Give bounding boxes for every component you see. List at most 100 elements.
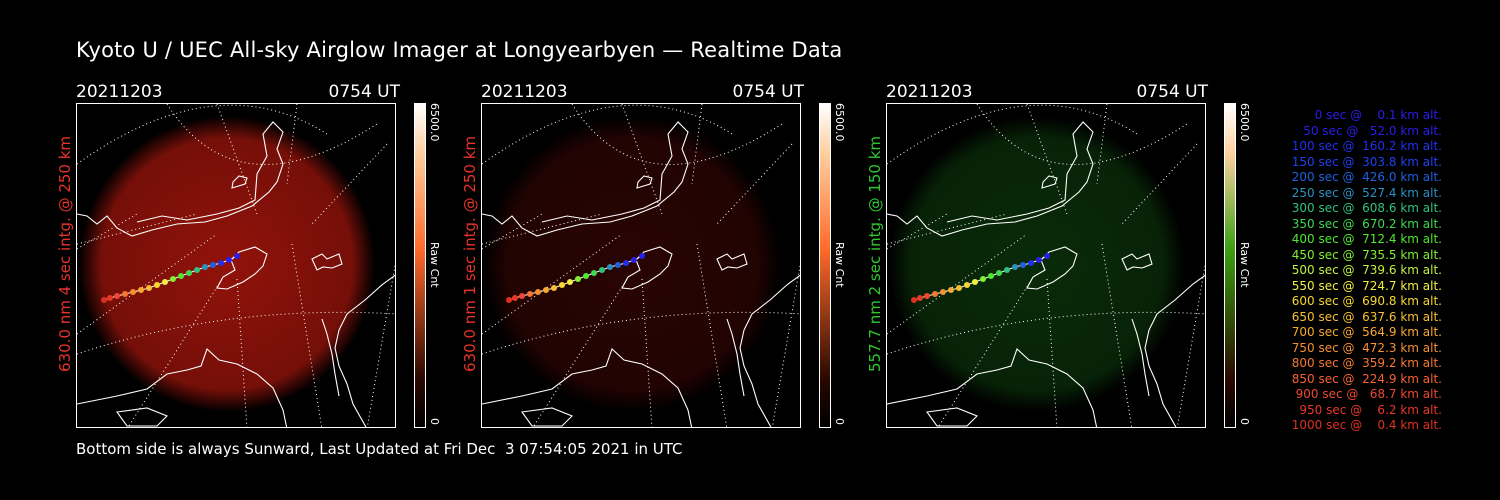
trajectory-point [631, 257, 637, 263]
trajectory-point [1044, 253, 1050, 259]
trajectory-point [122, 291, 128, 297]
panel-2-ylabel: 630.0 nm 1 sec intg. @ 250 km [461, 135, 479, 372]
legend-row: 450 sec @ 735.5 km alt. [1291, 247, 1442, 262]
legend-row: 800 sec @ 359.2 km alt. [1291, 356, 1442, 370]
panel-3-date: 20211203 [886, 82, 973, 102]
trajectory-point [1020, 262, 1026, 268]
trajectory-point [575, 276, 581, 282]
trajectory-point [932, 291, 938, 297]
panel-2-map-image[interactable] [481, 103, 801, 428]
trajectory-point [911, 297, 917, 303]
trajectory-point [162, 279, 168, 285]
trajectory-point [101, 297, 107, 303]
trajectory-path [506, 253, 645, 303]
trajectory-point [551, 285, 557, 291]
trajectory-point [1036, 257, 1042, 263]
panel-2-cbar-max: 6500.0 [833, 103, 846, 142]
trajectory-point [639, 253, 645, 259]
trajectory-point [559, 282, 565, 288]
trajectory-point [519, 293, 525, 299]
trajectory-point [130, 289, 136, 295]
trajectory-point [226, 257, 232, 263]
trajectory-path [911, 253, 1050, 303]
trajectory-legend: 0 sec @ 0.1 km alt. 50 sec @ 52.0 km alt.… [1262, 108, 1442, 434]
legend-row: 900 sec @ 68.7 km alt. [1295, 387, 1442, 401]
legend-row: 500 sec @ 739.6 km alt. [1291, 263, 1442, 277]
legend-row: 950 sec @ 6.2 km alt. [1299, 402, 1442, 417]
trajectory-point [980, 276, 986, 282]
legend-row: 0 sec @ 0.1 km alt. [1314, 108, 1442, 122]
legend-row: 150 sec @ 303.8 km alt. [1291, 154, 1442, 169]
legend-row: 300 sec @ 608.6 km alt. [1291, 201, 1442, 215]
panel-3-map-image[interactable] [886, 103, 1206, 428]
trajectory-point [1004, 267, 1010, 273]
panel-2-colorbar [819, 103, 831, 428]
trajectory-point [972, 279, 978, 285]
trajectory-point [583, 273, 589, 279]
trajectory-point [535, 289, 541, 295]
trajectory-point [948, 287, 954, 293]
panel-1-cbar-min: 0 [428, 418, 441, 425]
panel-1-cbar-max: 6500.0 [428, 103, 441, 142]
map-graticule [887, 104, 1205, 427]
legend-row: 200 sec @ 426.0 km alt. [1291, 170, 1442, 184]
trajectory-point [623, 260, 629, 266]
airglow-image [484, 116, 780, 412]
footer-status: Bottom side is always Sunward, Last Upda… [76, 440, 683, 458]
trajectory-point [917, 295, 923, 301]
panel-3-ylabel: 557.7 nm 2 sec intg. @ 150 km [866, 135, 884, 372]
map-graticule [482, 104, 800, 427]
trajectory-point [527, 291, 533, 297]
trajectory-point [924, 293, 930, 299]
legend-row: 1000 sec @ 0.4 km alt. [1291, 418, 1442, 432]
map-graticule [77, 104, 395, 427]
trajectory-point [506, 297, 512, 303]
trajectory-point [154, 282, 160, 288]
trajectory-point [114, 293, 120, 299]
legend-row: 750 sec @ 472.3 km alt. [1291, 340, 1442, 355]
legend-row: 550 sec @ 724.7 km alt. [1291, 278, 1442, 293]
panel-2-cbar-min: 0 [833, 418, 846, 425]
panel-3-colorbar [1224, 103, 1236, 428]
trajectory-point [591, 270, 597, 276]
trajectory-point [599, 267, 605, 273]
trajectory-point [146, 285, 152, 291]
trajectory-point [186, 270, 192, 276]
trajectory-point [1028, 260, 1034, 266]
coastline [77, 121, 395, 427]
trajectory-point [1012, 264, 1018, 270]
legend-row: 250 sec @ 527.4 km alt. [1291, 185, 1442, 200]
trajectory-point [607, 264, 613, 270]
trajectory-point [512, 295, 518, 301]
panel-1-map-image[interactable] [76, 103, 396, 428]
legend-row: 700 sec @ 564.9 km alt. [1291, 325, 1442, 339]
airglow-image [889, 116, 1185, 412]
trajectory-point [543, 287, 549, 293]
panel-1-ylabel: 630.0 nm 4 sec intg. @ 250 km [56, 135, 74, 372]
trajectory-point [202, 264, 208, 270]
trajectory-point [964, 282, 970, 288]
airglow-image [79, 116, 375, 412]
panel-1-colorbar [414, 103, 426, 428]
panel-1-date: 20211203 [76, 82, 163, 102]
trajectory-point [234, 253, 240, 259]
trajectory-point [567, 279, 573, 285]
coastline [887, 121, 1205, 427]
trajectory-point [107, 295, 113, 301]
legend-row: 400 sec @ 712.4 km alt. [1291, 232, 1442, 246]
trajectory-point [988, 273, 994, 279]
trajectory-point [218, 260, 224, 266]
panel-2-date: 20211203 [481, 82, 568, 102]
trajectory-point [940, 289, 946, 295]
trajectory-point [178, 273, 184, 279]
trajectory-point [956, 285, 962, 291]
panel-1-time: 0754 UT [328, 82, 401, 102]
panel-3-time: 0754 UT [1136, 82, 1209, 102]
panel-3-cbar-min: 0 [1238, 418, 1251, 425]
legend-row: 850 sec @ 224.9 km alt. [1291, 371, 1442, 386]
panel-2-time: 0754 UT [732, 82, 805, 102]
trajectory-path [101, 253, 240, 303]
legend-row: 350 sec @ 670.2 km alt. [1291, 216, 1442, 231]
page-title: Kyoto U / UEC All-sky Airglow Imager at … [76, 38, 843, 62]
panel-2-cbar-label: Raw Cnt [833, 242, 846, 288]
